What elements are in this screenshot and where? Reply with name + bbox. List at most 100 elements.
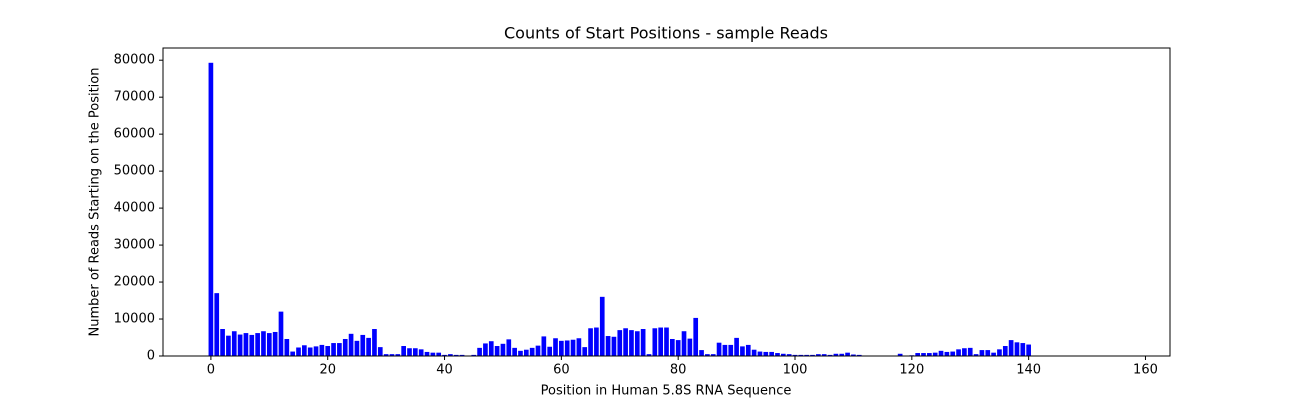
bar bbox=[237, 334, 243, 356]
bar bbox=[967, 347, 973, 356]
bar bbox=[734, 337, 739, 356]
bar bbox=[921, 353, 926, 356]
x-tick-label: 60 bbox=[553, 363, 570, 378]
bar bbox=[564, 340, 570, 356]
bar bbox=[418, 349, 424, 356]
bar bbox=[757, 351, 763, 356]
bar bbox=[214, 293, 220, 356]
bar bbox=[231, 331, 237, 356]
bar bbox=[290, 351, 296, 356]
bar bbox=[962, 348, 967, 356]
bar bbox=[348, 333, 354, 356]
bar bbox=[716, 342, 722, 356]
y-tick-label: 70000 bbox=[114, 90, 155, 105]
bar bbox=[354, 340, 360, 356]
bar bbox=[500, 343, 506, 356]
bar bbox=[816, 354, 821, 356]
bar bbox=[973, 354, 979, 356]
bar bbox=[383, 354, 389, 356]
bar bbox=[775, 353, 780, 356]
bar bbox=[576, 338, 582, 356]
bar bbox=[588, 328, 593, 356]
bar bbox=[261, 331, 266, 356]
bar bbox=[442, 354, 447, 356]
bar bbox=[483, 343, 488, 356]
bar bbox=[851, 354, 856, 356]
bar bbox=[710, 354, 716, 356]
bar bbox=[436, 352, 442, 356]
y-tick-label: 50000 bbox=[114, 164, 155, 179]
bar bbox=[804, 354, 810, 356]
bar bbox=[541, 336, 547, 356]
bar bbox=[272, 331, 278, 356]
bar bbox=[395, 354, 401, 356]
bar bbox=[605, 336, 611, 356]
bar bbox=[226, 335, 231, 356]
bar bbox=[640, 329, 646, 356]
bar bbox=[523, 349, 529, 356]
bar bbox=[477, 347, 482, 356]
bar bbox=[786, 354, 792, 356]
bar bbox=[646, 354, 652, 356]
bar bbox=[745, 344, 751, 356]
bar bbox=[582, 347, 588, 356]
x-tick-label: 40 bbox=[436, 363, 453, 378]
bar bbox=[1026, 344, 1031, 356]
bar bbox=[313, 346, 319, 356]
bar bbox=[599, 296, 605, 356]
bar bbox=[208, 62, 214, 356]
y-tick-label: 10000 bbox=[114, 312, 155, 327]
bar bbox=[559, 340, 564, 356]
bar bbox=[377, 347, 383, 356]
x-tick-label: 160 bbox=[1133, 363, 1158, 378]
bar bbox=[769, 351, 774, 356]
bar bbox=[459, 354, 465, 356]
bar bbox=[453, 354, 459, 356]
bar bbox=[629, 330, 634, 356]
y-tick-label: 20000 bbox=[114, 275, 155, 290]
bar bbox=[342, 338, 348, 356]
bar bbox=[529, 347, 535, 356]
bar bbox=[798, 354, 804, 356]
bar bbox=[506, 339, 512, 356]
bar bbox=[810, 354, 815, 356]
bar bbox=[821, 354, 827, 356]
bar bbox=[997, 349, 1002, 356]
x-tick-label: 100 bbox=[783, 363, 808, 378]
bar bbox=[740, 346, 745, 356]
bar bbox=[833, 353, 839, 356]
bar bbox=[634, 331, 640, 356]
bar bbox=[535, 345, 541, 356]
bar bbox=[407, 348, 412, 356]
bar bbox=[325, 346, 331, 356]
bar bbox=[915, 353, 921, 356]
bar bbox=[302, 345, 307, 356]
bar bbox=[693, 317, 699, 356]
bar bbox=[448, 354, 453, 356]
bar bbox=[401, 346, 406, 356]
bar bbox=[675, 340, 681, 356]
bar bbox=[664, 327, 669, 356]
bar bbox=[389, 354, 395, 356]
bar bbox=[1014, 342, 1020, 356]
bar bbox=[488, 341, 494, 356]
bar bbox=[1008, 340, 1014, 356]
bar bbox=[266, 333, 272, 356]
bar bbox=[956, 349, 961, 356]
bar bbox=[687, 338, 693, 356]
bar bbox=[494, 346, 500, 356]
x-tick-label: 120 bbox=[899, 363, 924, 378]
x-tick-label: 20 bbox=[319, 363, 336, 378]
bar bbox=[249, 334, 255, 356]
bar bbox=[337, 343, 342, 356]
bar bbox=[699, 350, 704, 356]
bar bbox=[366, 337, 371, 356]
bar bbox=[927, 353, 932, 356]
bar bbox=[547, 346, 553, 356]
y-tick-label: 0 bbox=[147, 349, 155, 364]
bar bbox=[763, 351, 769, 356]
bar bbox=[296, 347, 301, 356]
y-tick-label: 30000 bbox=[114, 238, 155, 253]
bar bbox=[670, 338, 675, 356]
